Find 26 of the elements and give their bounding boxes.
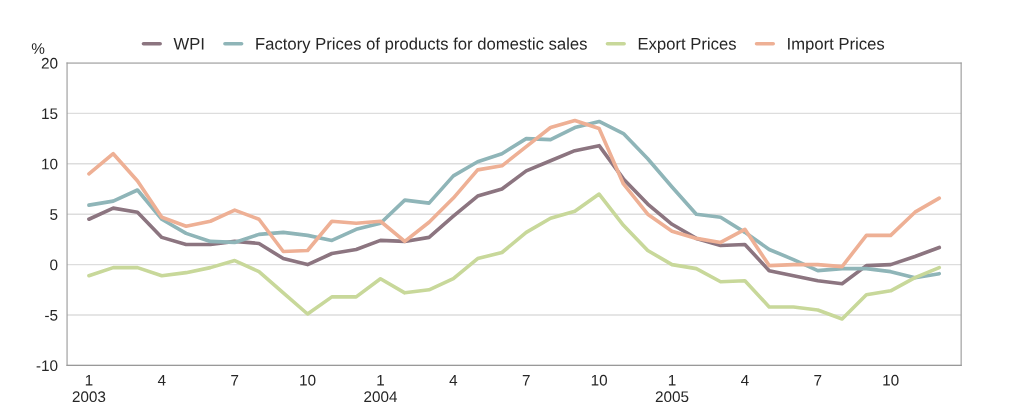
x-tick-label: 1 2004 [364,374,398,403]
y-tick-label: 5 [50,209,58,220]
y-tick-label: 20 [41,57,58,69]
x-tick-label: 7 [522,374,530,386]
y-tick-label: -5 [45,310,58,321]
legend-label: Import Prices [788,37,885,53]
line-series [87,143,942,286]
y-tick-label: 15 [42,108,58,120]
x-tick-label: 7 [814,374,822,386]
x-tick-label: 4 [157,374,166,386]
legend-label: Factory Prices of products for domestic sales [256,37,587,53]
line-series [87,192,942,321]
x-tick-label: 4 [741,374,749,386]
x-tick-label: 10 [883,374,899,386]
x-tick-label: 10 [591,374,608,386]
y-tick-label: 0 [50,259,58,271]
legend-label: Export Prices [638,37,736,53]
y-tick-label: -10 [36,360,58,372]
y-tick-label: 10 [42,158,58,170]
x-tick-label: 1 2003 [72,374,106,403]
x-tick-label: 1 2005 [655,374,689,403]
x-tick-label: 7 [231,374,239,386]
x-tick-label: 10 [300,374,316,386]
y-axis-title: % [31,43,45,54]
legend-label: WPI [173,38,204,50]
x-tick-label: 4 [449,374,458,386]
